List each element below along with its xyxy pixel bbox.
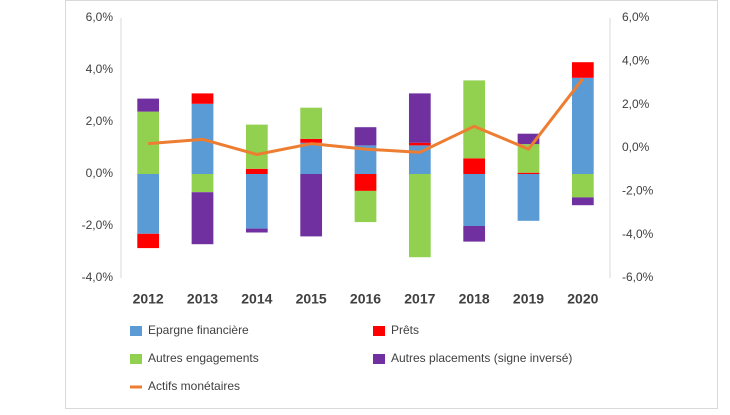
bar <box>245 174 268 229</box>
bar <box>463 158 486 174</box>
bar <box>463 80 486 159</box>
y-tick-label: 2,0% <box>86 114 114 128</box>
y2-tick-label: -4,0% <box>622 227 654 241</box>
bar <box>137 233 160 249</box>
y2-tick-label: 6,0% <box>622 10 650 24</box>
bar <box>571 174 594 198</box>
bar <box>571 62 594 78</box>
line <box>148 77 585 156</box>
bar <box>137 98 160 112</box>
bar <box>463 226 486 242</box>
y2-tick-label: -6,0% <box>622 270 654 284</box>
y-tick-label: 0,0% <box>86 166 114 180</box>
bar <box>191 174 214 193</box>
x-tick-label: 2016 <box>350 291 381 307</box>
x-tick-label: 2014 <box>241 291 272 307</box>
bar <box>408 174 431 258</box>
bar <box>354 127 377 146</box>
x-tick-label: 2013 <box>187 291 218 307</box>
x-tick-label: 2019 <box>513 291 544 307</box>
legend-label: Autres placements (signe inversé) <box>391 351 572 365</box>
bar <box>408 93 431 143</box>
bar <box>300 142 323 174</box>
y-tick-label: -4,0% <box>82 270 114 284</box>
legend-label: Actifs monétaires <box>148 379 240 393</box>
bar <box>517 172 540 174</box>
x-tick-label: 2020 <box>567 291 598 307</box>
bar <box>191 192 214 245</box>
legend-label: Autres engagements <box>148 351 259 365</box>
y2-tick-label: 4,0% <box>622 54 650 68</box>
bar <box>300 138 323 143</box>
bar <box>191 93 214 104</box>
x-tick-label: 2017 <box>404 291 435 307</box>
bar <box>517 144 540 173</box>
bar <box>300 174 323 237</box>
bar <box>463 174 486 226</box>
legend-swatch <box>130 326 142 336</box>
y-tick-label: 4,0% <box>86 62 114 76</box>
y-tick-label: 6,0% <box>86 10 114 24</box>
bar <box>354 190 377 223</box>
x-tick-label: 2015 <box>296 291 327 307</box>
bar <box>517 174 540 221</box>
bar <box>571 77 594 174</box>
legend-swatch <box>373 354 385 364</box>
bar <box>354 174 377 191</box>
x-tick-label: 2012 <box>133 291 164 307</box>
y2-tick-label: 0,0% <box>622 140 650 154</box>
legend-swatch <box>373 326 385 336</box>
x-tick-label: 2018 <box>459 291 490 307</box>
legend-label: Epargne financière <box>148 323 249 337</box>
y-tick-label: -2,0% <box>82 218 114 232</box>
chart-border <box>65 0 718 409</box>
bar <box>245 168 268 174</box>
legend-swatch <box>130 354 142 364</box>
legend-label: Prêts <box>391 323 419 337</box>
bar <box>571 197 594 206</box>
bar <box>137 174 160 234</box>
bar <box>245 124 268 169</box>
bar <box>300 107 323 139</box>
bar <box>517 133 540 145</box>
bar <box>408 142 431 146</box>
bar <box>354 145 377 174</box>
bar <box>245 228 268 233</box>
y2-tick-label: 2,0% <box>622 97 650 111</box>
y2-tick-label: -2,0% <box>622 184 654 198</box>
